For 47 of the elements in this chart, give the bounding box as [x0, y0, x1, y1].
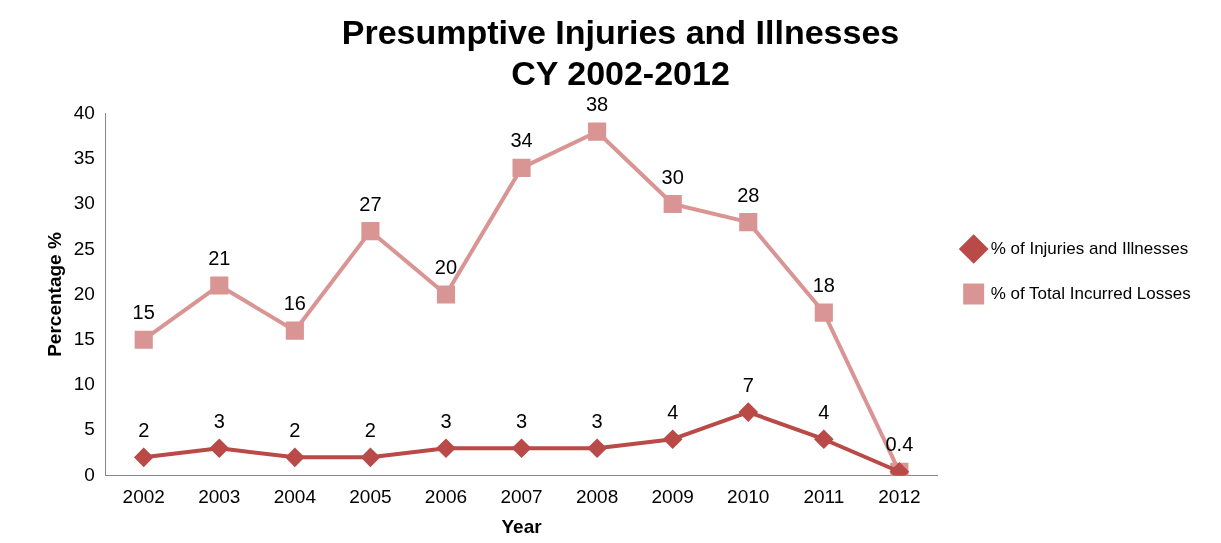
data-label: 7	[742, 373, 754, 396]
text: Presumptive Injuries and Illnesses	[341, 12, 900, 51]
text: CY 2002-2012	[511, 53, 730, 92]
data-label: 38	[586, 93, 609, 116]
x-tick-label: 2009	[651, 486, 694, 508]
x-tick-label: 2010	[727, 486, 770, 508]
legend-label: % of Injuries and Illnesses	[990, 238, 1189, 258]
x-tick-label: 2006	[424, 486, 468, 508]
data-label: 3	[440, 409, 452, 432]
x-tick-label: 2005	[349, 486, 392, 508]
y-tick-label: 5	[84, 418, 95, 440]
data-label: 30	[661, 165, 684, 188]
data-label: 21	[208, 246, 231, 269]
data-label: 3	[591, 409, 603, 432]
y-tick-label: 25	[73, 237, 95, 259]
data-label: 0.4	[885, 433, 914, 456]
data-label: 4	[818, 400, 830, 423]
x-tick-label: 2004	[273, 486, 317, 508]
data-label: 15	[132, 301, 155, 324]
legend-label: % of Total Incurred Losses	[990, 283, 1191, 303]
data-label: 34	[510, 129, 533, 152]
y-tick-label: 15	[73, 327, 95, 349]
y-tick-label: 20	[73, 282, 95, 304]
x-tick-label: 2012	[878, 486, 921, 508]
data-label: 2	[138, 418, 150, 441]
y-tick-label: 35	[73, 147, 95, 169]
data-label: 27	[359, 192, 382, 215]
data-label: 3	[213, 409, 225, 432]
data-label: 4	[667, 400, 679, 423]
y-tick-label: 30	[73, 192, 95, 214]
data-label: 3	[515, 409, 528, 432]
x-tick-label: 2008	[575, 486, 619, 508]
y-tick-label: 0	[84, 463, 95, 485]
data-label: 18	[812, 274, 835, 297]
y-axis-title: Percentage %	[43, 232, 65, 357]
x-tick-label: 2003	[198, 486, 241, 508]
x-tick-label: 2002	[122, 486, 165, 508]
x-tick-label: 2007	[500, 486, 543, 508]
data-label: 28	[737, 183, 760, 206]
data-label: 16	[283, 292, 306, 315]
x-tick-label: 2011	[803, 486, 845, 508]
data-label: 2	[289, 418, 301, 441]
data-label: 2	[364, 418, 376, 441]
y-tick-label: 40	[73, 101, 95, 123]
data-label: 20	[434, 256, 458, 279]
x-axis-title: Year	[501, 515, 543, 537]
y-tick-label: 10	[73, 373, 95, 395]
